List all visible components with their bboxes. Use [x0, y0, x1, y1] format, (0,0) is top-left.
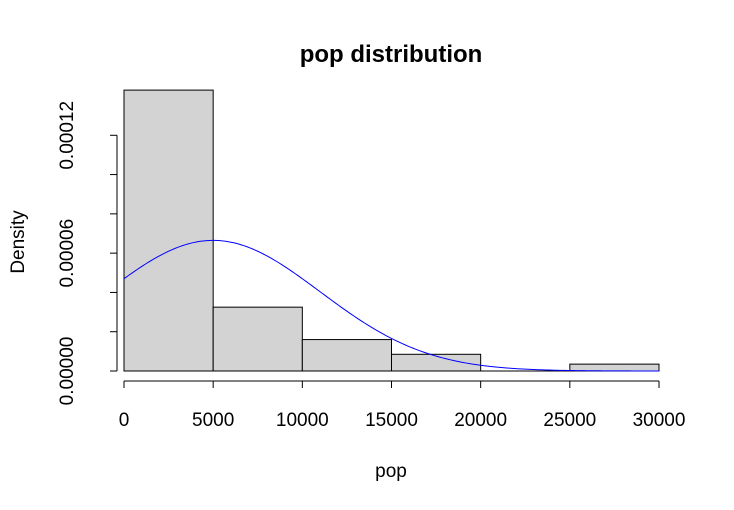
y-tick-label-3: 0.00006: [57, 219, 78, 288]
x-axis: 0 5000 10000 15000 20000 25000 30000: [119, 380, 686, 431]
x-tick-label-5: 25000: [543, 410, 596, 431]
histogram-bars: [123, 89, 660, 372]
y-tick-label-6: 0.00012: [57, 101, 78, 170]
histogram-bar-5: [569, 363, 660, 372]
y-axis: 0.00000 0.00006 0.00012: [57, 101, 118, 406]
x-tick-label-6: 30000: [633, 410, 686, 431]
x-tick-label-1: 5000: [192, 410, 234, 431]
x-tick-label-4: 20000: [454, 410, 507, 431]
density-curve-group: [123, 239, 659, 372]
x-tick-label-2: 10000: [276, 410, 329, 431]
histogram-bar-0: [123, 89, 214, 372]
y-tick-label-0: 0.00000: [57, 337, 78, 406]
x-tick-label-3: 15000: [365, 410, 418, 431]
histogram-bar-1: [212, 306, 303, 372]
histogram-bar-3: [391, 353, 482, 372]
chart-title: pop distribution: [300, 41, 483, 68]
density-curve: [123, 239, 659, 372]
x-tick-label-0: 0: [119, 410, 130, 431]
x-axis-label: pop: [375, 461, 407, 482]
histogram-bar-2: [301, 339, 393, 372]
y-axis-label: Density: [8, 210, 29, 274]
